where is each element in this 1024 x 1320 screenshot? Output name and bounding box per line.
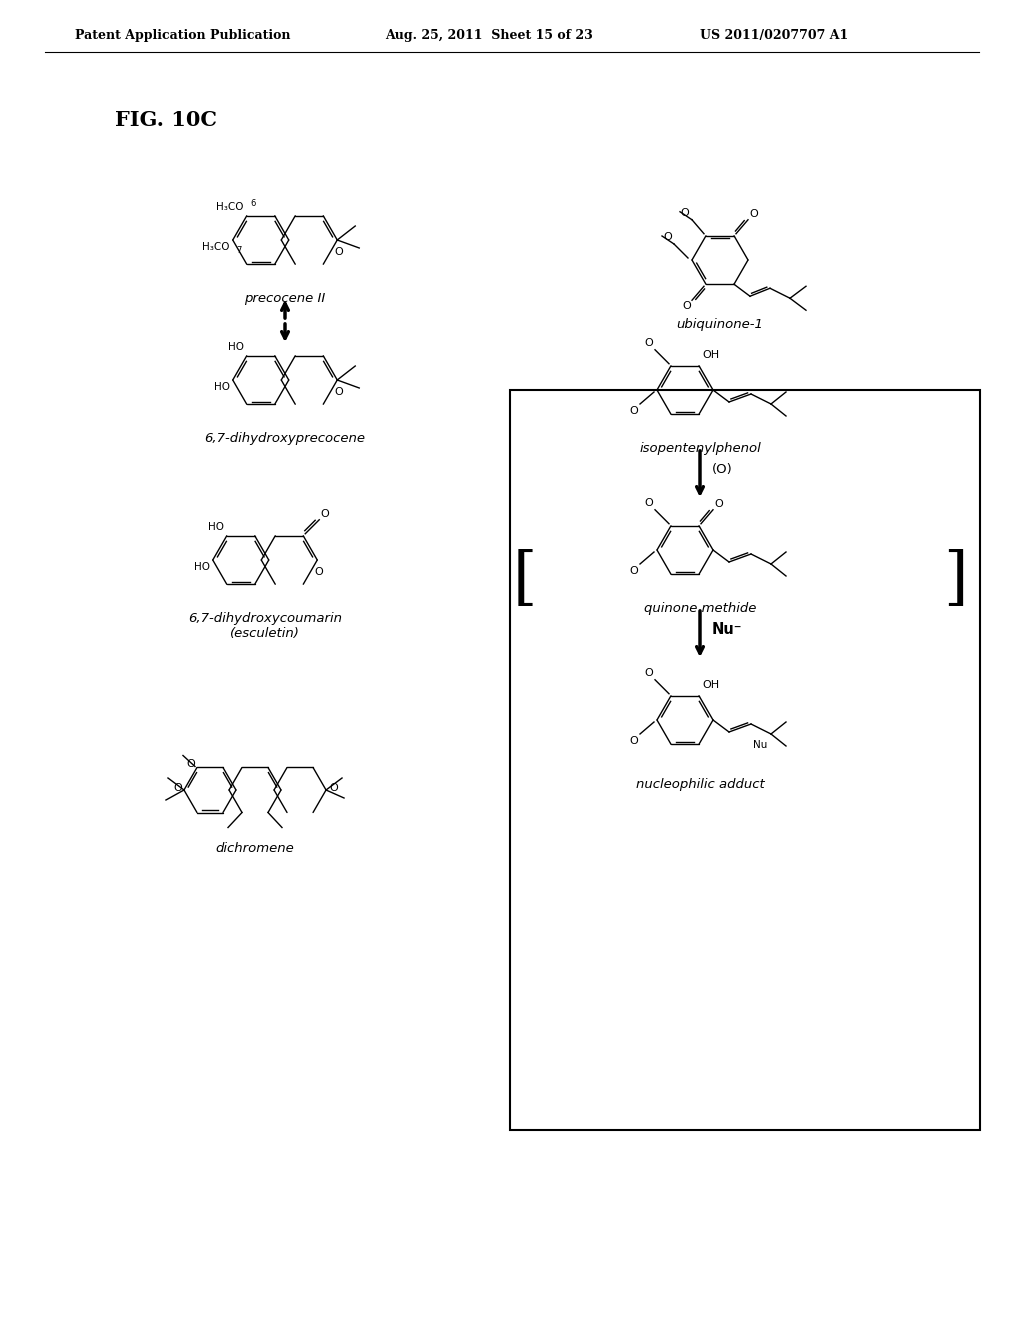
Text: Aug. 25, 2011  Sheet 15 of 23: Aug. 25, 2011 Sheet 15 of 23 <box>385 29 593 41</box>
Text: HO: HO <box>214 381 229 392</box>
Text: precocene II: precocene II <box>245 292 326 305</box>
Text: O: O <box>644 498 653 508</box>
Text: O: O <box>321 508 329 519</box>
Text: O: O <box>329 783 338 793</box>
Text: OH: OH <box>702 350 719 360</box>
Text: O: O <box>314 568 323 577</box>
Text: ]: ] <box>943 549 968 611</box>
Text: Nu: Nu <box>753 741 767 750</box>
Text: O: O <box>644 338 653 347</box>
Text: 6,7-dihydroxyprecocene: 6,7-dihydroxyprecocene <box>205 432 366 445</box>
Text: O: O <box>714 499 723 508</box>
Text: O: O <box>680 207 689 218</box>
Text: US 2011/0207707 A1: US 2011/0207707 A1 <box>700 29 848 41</box>
Text: FIG. 10C: FIG. 10C <box>115 110 217 129</box>
Text: (esculetin): (esculetin) <box>230 627 300 640</box>
Text: Patent Application Publication: Patent Application Publication <box>75 29 291 41</box>
Text: isopentenylphenol: isopentenylphenol <box>639 442 761 455</box>
Text: O: O <box>334 387 343 397</box>
Text: O: O <box>334 247 343 257</box>
Text: Nu⁻: Nu⁻ <box>712 622 742 636</box>
Text: O: O <box>630 566 638 576</box>
Bar <box>510 389 980 1130</box>
Text: O: O <box>173 783 182 793</box>
Text: H₃CO: H₃CO <box>203 242 229 252</box>
Text: nucleophilic adduct: nucleophilic adduct <box>636 777 764 791</box>
Text: O: O <box>630 407 638 416</box>
Text: [: [ <box>513 549 538 611</box>
Text: (O): (O) <box>712 462 733 475</box>
Text: 6: 6 <box>251 199 256 207</box>
Text: dichromene: dichromene <box>216 842 294 855</box>
Text: H₃CO: H₃CO <box>216 202 244 211</box>
Text: O: O <box>186 759 195 770</box>
Text: HO: HO <box>208 521 224 532</box>
Text: O: O <box>749 209 758 219</box>
Text: O: O <box>630 737 638 746</box>
Text: O: O <box>644 668 653 677</box>
Text: ubiquinone-1: ubiquinone-1 <box>677 318 764 331</box>
Text: quinone methide: quinone methide <box>644 602 756 615</box>
Text: 6,7-dihydroxycoumarin: 6,7-dihydroxycoumarin <box>188 612 342 624</box>
Text: O: O <box>682 301 691 312</box>
Text: 7: 7 <box>237 246 242 255</box>
Text: HO: HO <box>227 342 244 351</box>
Text: HO: HO <box>194 562 210 572</box>
Text: O: O <box>664 232 672 242</box>
Text: OH: OH <box>702 680 719 690</box>
